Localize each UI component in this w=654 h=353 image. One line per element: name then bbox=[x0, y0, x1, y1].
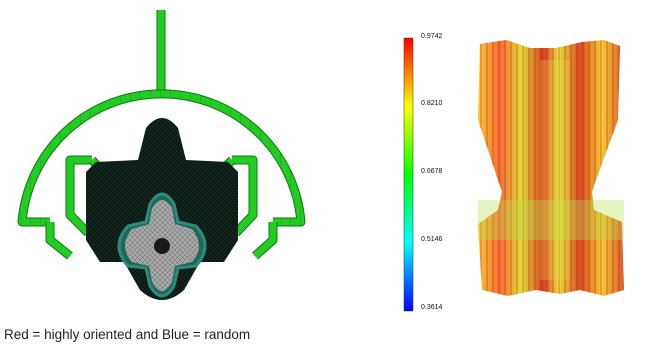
colorbar bbox=[403, 37, 414, 312]
colorbar-tick-3: 0.6678 bbox=[421, 168, 443, 175]
orientation-result bbox=[478, 40, 624, 296]
colorbar-tick-max: 0.9742 bbox=[421, 33, 443, 40]
gear-insert bbox=[117, 192, 207, 298]
colorbar-tick-2: 0.8210 bbox=[421, 100, 443, 107]
colorbar-tick-min: 0.3614 bbox=[421, 304, 443, 311]
colorbar-tick-4: 0.5146 bbox=[421, 236, 443, 243]
figure-caption: Red = highly oriented and Blue = random bbox=[4, 327, 251, 342]
